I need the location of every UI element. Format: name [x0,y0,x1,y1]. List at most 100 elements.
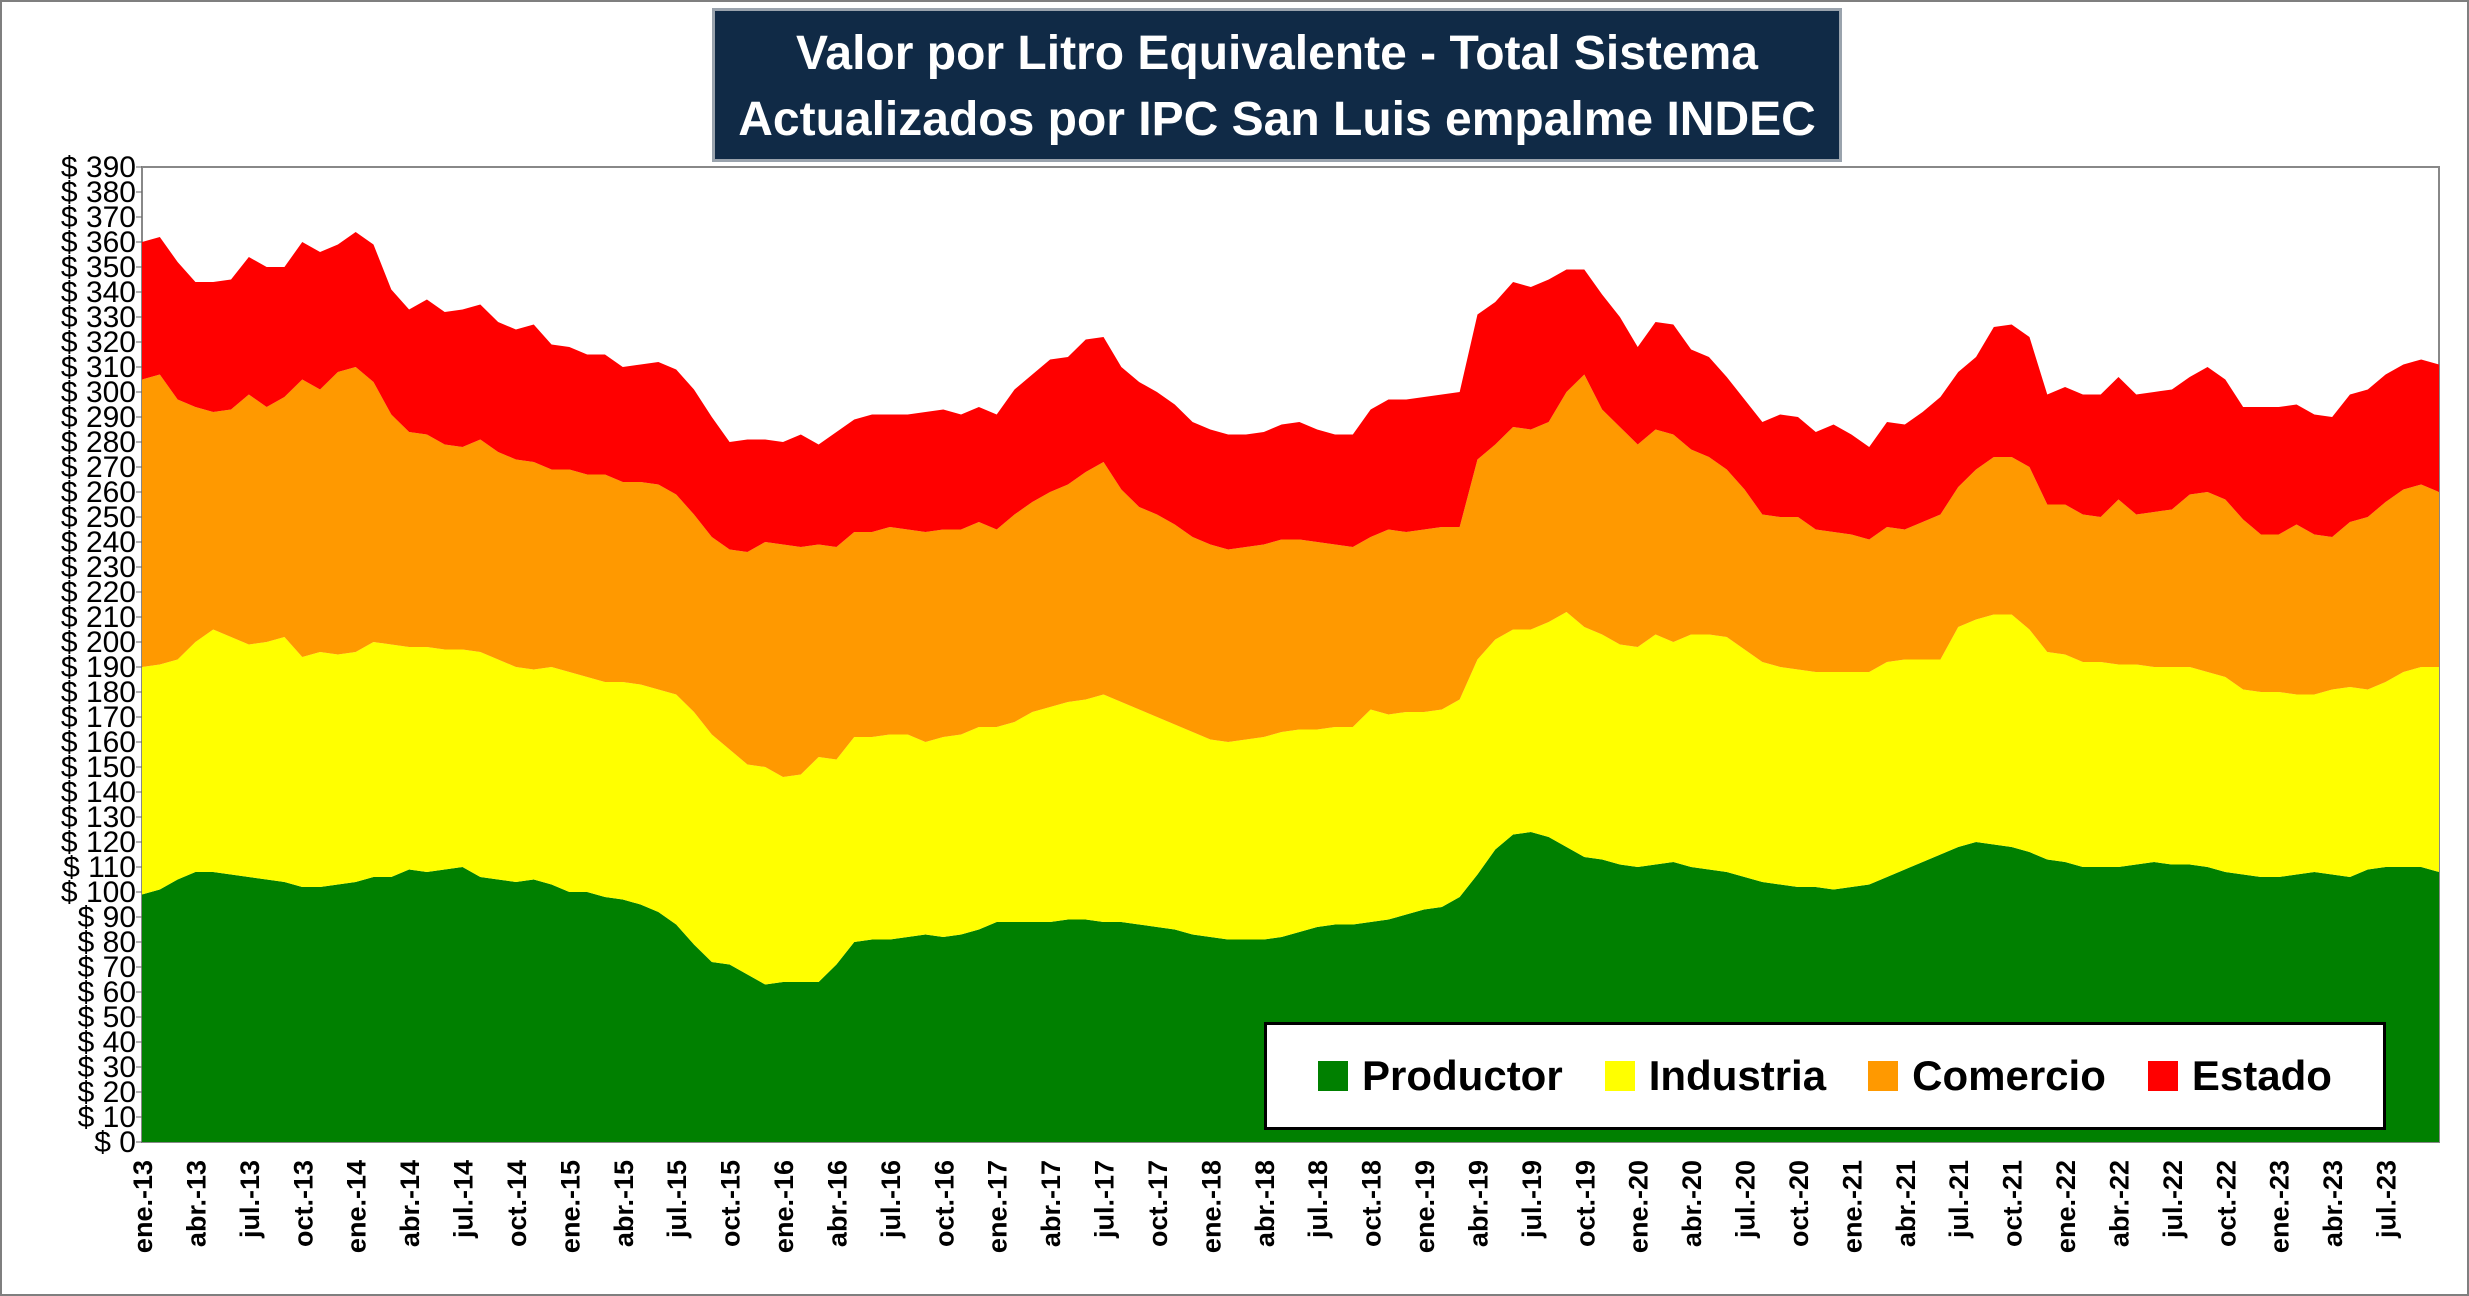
x-tick-label: ene.-15 [555,1160,585,1253]
x-tick-label: oct.-21 [1998,1160,2028,1247]
y-tick-label: $ 320 [61,326,136,359]
y-tick-label: $ 210 [61,601,136,634]
x-tick-label: abr.-19 [1463,1160,1493,1247]
y-tick-label: $ 310 [61,351,136,384]
y-tick-label: $ 140 [61,776,136,809]
y-tick-label: $ 70 [78,951,136,984]
y-tick-label: $ 350 [61,251,136,284]
x-tick-label: abr.-15 [609,1160,639,1247]
x-tick-label: jul.-16 [876,1160,906,1239]
y-tick-label: $ 260 [61,476,136,509]
y-axis: $ 0$ 10$ 20$ 30$ 40$ 50$ 60$ 70$ 80$ 90$… [61,151,142,1159]
x-tick-label: abr.-18 [1250,1160,1280,1247]
legend-label: Industria [1648,1052,1827,1099]
legend-label: Estado [2191,1052,2332,1099]
y-tick-label: $ 160 [61,726,136,759]
y-tick-label: $ 150 [61,751,136,784]
x-tick-label: abr.-13 [181,1160,211,1247]
y-tick-label: $ 280 [61,426,136,459]
y-tick-label: $ 270 [61,451,136,484]
x-tick-label: jul.-20 [1731,1160,1761,1239]
x-tick-label: jul.-21 [1944,1160,1974,1239]
y-tick-label: $ 390 [61,151,136,184]
area-comercio [142,367,2439,777]
legend-swatch [2147,1061,2178,1091]
x-tick-label: oct.-19 [1570,1160,1600,1247]
y-tick-label: $ 170 [61,701,136,734]
x-tick-label: oct.-22 [2211,1160,2241,1247]
x-tick-label: ene.-19 [1410,1160,1440,1253]
y-tick-label: $ 220 [61,576,136,609]
y-tick-label: $ 290 [61,401,136,434]
y-tick-label: $ 130 [61,801,136,834]
legend-label: Comercio [1912,1052,2106,1099]
x-tick-label: abr.-21 [1891,1160,1921,1247]
x-tick-label: jul.-14 [449,1160,479,1239]
x-tick-label: jul.-17 [1090,1160,1120,1239]
x-tick-label: ene.-14 [342,1160,372,1253]
legend: Productor Industria Comercio Estado [1264,1022,2386,1130]
x-tick-label: oct.-17 [1143,1160,1173,1247]
area-estado [142,232,2439,552]
x-tick-label: ene.-18 [1196,1160,1226,1253]
x-axis: ene.-13 abr.-13 jul.-13 oct.-13 ene.-14 abr.-… [128,1160,2402,1253]
y-tick-label: $ 90 [78,901,136,934]
x-tick-label: oct.-13 [288,1160,318,1247]
area-industria [142,612,2439,985]
y-tick-label: $ 180 [61,676,136,709]
legend-swatch [1604,1061,1635,1091]
legend-item-industria: Industria [1604,1052,1827,1100]
x-tick-label: abr.-17 [1036,1160,1066,1247]
y-tick-label: $ 40 [78,1026,136,1059]
y-tick-label: $ 300 [61,376,136,409]
x-tick-label: ene.-21 [1837,1160,1867,1253]
x-tick-label: abr.-22 [2104,1160,2134,1247]
x-tick-label: oct.-14 [502,1160,532,1247]
legend-swatch [1318,1061,1349,1091]
y-tick-label: $ 30 [78,1051,136,1084]
x-tick-label: oct.-16 [929,1160,959,1247]
y-tick-label: $ 0 [94,1126,136,1159]
x-tick-label: oct.-15 [716,1160,746,1247]
x-tick-label: oct.-18 [1357,1160,1387,1247]
x-tick-label: ene.-16 [769,1160,799,1253]
y-tick-label: $ 380 [61,176,136,209]
x-tick-label: ene.-22 [2051,1160,2081,1253]
y-tick-label: $ 330 [61,301,136,334]
x-tick-label: abr.-23 [2318,1160,2348,1247]
x-tick-label: ene.-23 [2265,1160,2295,1253]
y-tick-label: $ 190 [61,651,136,684]
y-tick-label: $ 50 [78,1001,136,1034]
x-tick-label: jul.-23 [2372,1160,2402,1239]
y-tick-label: $ 200 [61,626,136,659]
y-tick-label: $ 60 [78,976,136,1009]
x-tick-label: jul.-18 [1303,1160,1333,1239]
y-tick-label: $ 230 [61,551,136,584]
x-tick-label: jul.-22 [2158,1160,2188,1239]
y-tick-label: $ 360 [61,226,136,259]
y-tick-label: $ 80 [78,926,136,959]
chart-title-box: Valor por Litro Equivalente - Total Sist… [712,8,1842,162]
x-tick-label: abr.-20 [1677,1160,1707,1247]
x-tick-label: ene.-20 [1624,1160,1654,1253]
y-tick-label: $ 100 [61,876,136,909]
y-tick-label: $ 110 [63,851,136,884]
legend-swatch [1868,1061,1899,1091]
x-tick-label: abr.-14 [395,1160,425,1247]
x-tick-label: jul.-13 [235,1160,265,1239]
y-tick-label: $ 370 [61,201,136,234]
x-tick-label: jul.-19 [1517,1160,1547,1239]
y-tick-label: $ 240 [61,526,136,559]
x-tick-label: ene.-13 [128,1160,158,1253]
x-tick-label: ene.-17 [983,1160,1013,1253]
chart-subtitle: Actualizados por IPC San Luis empalme IN… [738,93,1816,146]
y-tick-label: $ 340 [61,276,136,309]
x-tick-label: oct.-20 [1784,1160,1814,1247]
legend-item-estado: Estado [2147,1052,2332,1100]
legend-item-productor: Productor [1318,1052,1563,1100]
x-tick-label: jul.-15 [662,1160,692,1239]
y-tick-label: $ 250 [61,501,136,534]
y-tick-label: $ 20 [78,1076,136,1109]
y-tick-label: $ 120 [61,826,136,859]
